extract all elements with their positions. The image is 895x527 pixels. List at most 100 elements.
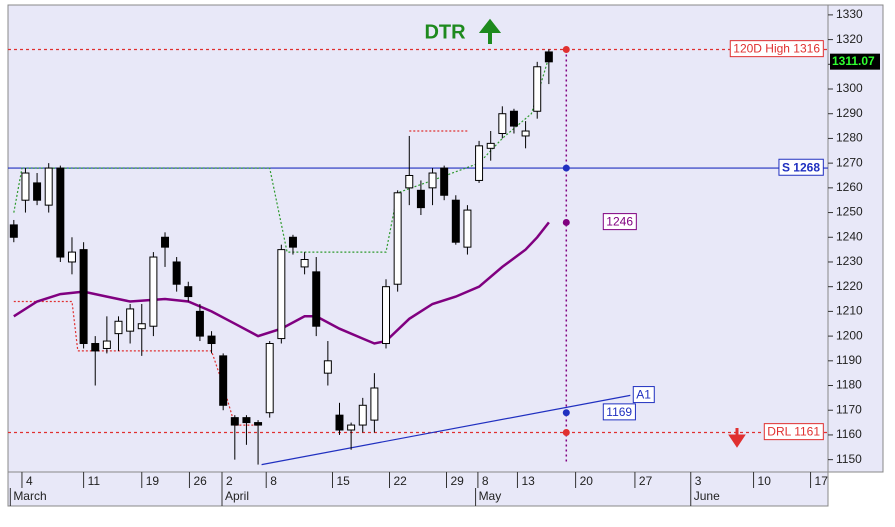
candle-body xyxy=(114,320,123,335)
level-label: S 1268 xyxy=(782,160,820,174)
candle-body xyxy=(184,286,193,298)
candle-body xyxy=(382,286,391,345)
x-tick-label: 3 xyxy=(695,474,702,488)
chart-title: DTR xyxy=(424,21,466,43)
candle-body xyxy=(521,130,530,137)
candle-body xyxy=(358,404,367,426)
y-tick-label: 1250 xyxy=(836,205,863,219)
candle-body xyxy=(79,249,88,345)
marker-dot xyxy=(562,164,570,172)
y-tick-label: 1190 xyxy=(836,353,862,367)
candle-body xyxy=(207,335,216,345)
candle-body xyxy=(219,355,228,406)
candle-body xyxy=(509,110,518,127)
x-tick-label: 11 xyxy=(88,474,101,488)
level-label-box xyxy=(763,423,824,441)
candle-body xyxy=(393,192,402,285)
y-axis-panel xyxy=(827,4,884,473)
x-tick-label: 10 xyxy=(758,474,772,488)
x-tick-label: 17 xyxy=(815,474,829,488)
candle-body xyxy=(428,172,437,189)
trendline xyxy=(261,394,631,466)
x-tick-label: 19 xyxy=(146,474,160,488)
plot-area xyxy=(7,4,829,473)
marker-dot xyxy=(562,409,570,417)
candle-body xyxy=(254,422,263,426)
candle-body xyxy=(195,310,204,337)
last-price-label: 1311.07 xyxy=(832,54,875,68)
x-tick-label: 22 xyxy=(394,474,408,488)
marker-label: 1169 xyxy=(606,405,632,419)
candle-body xyxy=(102,340,111,349)
up-arrow xyxy=(478,18,502,44)
month-label: April xyxy=(225,489,249,503)
candle-body xyxy=(533,66,542,112)
y-tick-label: 1280 xyxy=(836,131,863,145)
y-tick-label: 1290 xyxy=(836,106,863,120)
y-tick-label: 1320 xyxy=(836,32,863,46)
last-price-box xyxy=(830,53,880,70)
x-tick-label: 4 xyxy=(26,474,33,488)
marker-label-box xyxy=(602,403,636,421)
candle-body xyxy=(230,417,239,426)
y-tick-label: 1230 xyxy=(836,254,863,268)
x-tick-label: 20 xyxy=(580,474,594,488)
candle-body xyxy=(9,224,18,238)
y-tick-label: 1210 xyxy=(836,304,863,318)
candle-body xyxy=(335,414,344,431)
candle-body xyxy=(347,424,356,431)
level-label: 120D High 1316 xyxy=(733,42,820,56)
candle-body xyxy=(137,323,146,330)
candle-body xyxy=(172,261,181,285)
month-label: June xyxy=(694,489,720,503)
candle-body xyxy=(370,387,379,421)
x-tick-label: 15 xyxy=(337,474,351,488)
y-tick-label: 1330 xyxy=(836,7,863,21)
x-tick-label: 13 xyxy=(521,474,535,488)
y-tick-label: 1160 xyxy=(836,427,862,441)
marker-dot xyxy=(562,45,570,53)
y-tick-label: 1270 xyxy=(836,155,863,169)
trendline-label: A1 xyxy=(636,388,651,402)
candle-body xyxy=(91,343,100,352)
candle-body xyxy=(312,271,321,327)
candle-body xyxy=(67,251,76,263)
level-label-box xyxy=(778,158,824,176)
x-tick-label: 29 xyxy=(450,474,464,488)
candle-body xyxy=(56,167,65,258)
candle-body xyxy=(300,259,309,268)
candle-body xyxy=(451,199,460,243)
candle-body xyxy=(265,343,274,414)
marker-label: 1246 xyxy=(606,215,633,229)
candle-body xyxy=(475,145,484,181)
y-tick-label: 1240 xyxy=(836,229,863,243)
x-axis-panel xyxy=(7,471,829,507)
y-tick-label: 1220 xyxy=(836,279,863,293)
candle-body xyxy=(405,174,414,189)
candle-body xyxy=(463,209,472,248)
candle-body xyxy=(242,417,251,424)
marker-dot xyxy=(562,218,570,226)
month-label: May xyxy=(479,489,502,503)
candle-body xyxy=(277,249,286,340)
trendline-label-box xyxy=(632,386,655,404)
candle-body xyxy=(44,167,53,206)
stop-line xyxy=(13,56,550,253)
candle-body xyxy=(161,236,170,248)
level-label: DRL 1161 xyxy=(767,425,820,439)
y-tick-label: 1180 xyxy=(836,378,862,392)
x-tick-label: 2 xyxy=(226,474,233,488)
month-label: March xyxy=(13,489,46,503)
y-tick-label: 1200 xyxy=(836,328,863,342)
y-tick-label: 1150 xyxy=(836,452,862,466)
candle-body xyxy=(149,256,158,327)
candle-body xyxy=(416,189,425,209)
candle-body xyxy=(288,236,297,248)
candle-body xyxy=(544,51,553,63)
candle-body xyxy=(21,172,30,201)
y-tick-label: 1170 xyxy=(836,402,862,416)
level-label-box xyxy=(729,40,824,58)
x-tick-label: 8 xyxy=(270,474,277,488)
candle-body xyxy=(498,113,507,134)
